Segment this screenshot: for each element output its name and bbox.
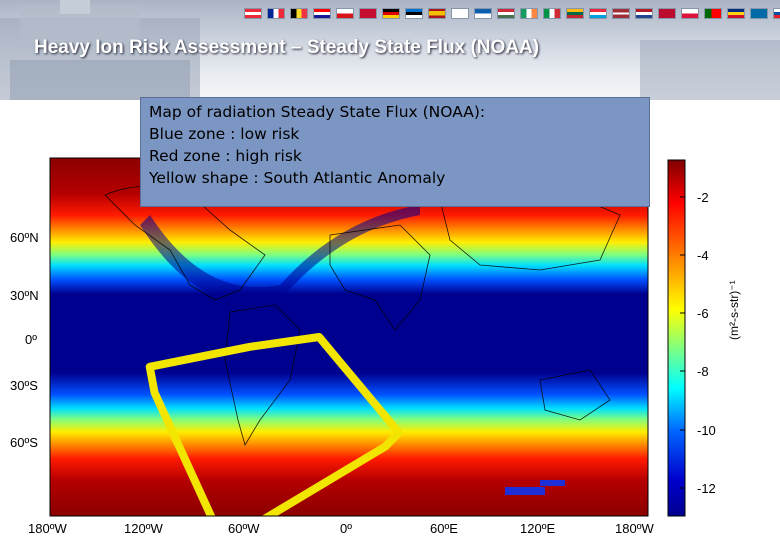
lon-tick-label: 180ºW [615, 521, 654, 536]
lon-tick-label: 180ºW [28, 521, 67, 536]
slide-header: Heavy Ion Risk Assessment – Steady State… [0, 0, 780, 100]
colorbar-tick-label: -8 [697, 364, 709, 379]
flux-patch [505, 487, 545, 495]
colorbar-tick-label: -2 [697, 190, 709, 205]
info-box: Map of radiation Steady State Flux (NOAA… [140, 97, 650, 207]
flux-patch [540, 480, 565, 486]
info-line: Map of radiation Steady State Flux (NOAA… [149, 103, 486, 121]
lon-tick-label: 120ºW [124, 521, 163, 536]
colorbar-tick-label: -4 [697, 248, 709, 263]
info-line: Red zone : high risk [149, 147, 302, 165]
lon-tick-label: 60ºE [430, 521, 458, 536]
colorbar-ticks [680, 196, 685, 489]
lat-tick-label: 30ºN [10, 288, 39, 303]
building-banner [0, 0, 780, 100]
flux-field [50, 158, 648, 516]
info-line: Blue zone : low risk [149, 125, 300, 143]
colorbar-tick-label: -6 [697, 306, 709, 321]
lat-tick-label: 0º [25, 332, 37, 347]
slide-title: Heavy Ion Risk Assessment – Steady State… [34, 37, 540, 58]
lat-tick-label: 60ºN [10, 230, 39, 245]
colorbar [667, 159, 686, 517]
south-atlantic-anomaly-outline [145, 333, 403, 516]
eu-flags-strip [244, 8, 780, 19]
lon-tick-label: 0º [340, 521, 352, 536]
colorbar-tick-label: -12 [697, 481, 716, 496]
info-line: Yellow shape : South Atlantic Anomaly [149, 169, 446, 187]
flux-dip [140, 205, 420, 304]
lon-tick-label: 60ºW [228, 521, 260, 536]
colorbar-units-label: (m²-s-str)⁻¹ [727, 280, 741, 340]
colorbar-tick-label: -10 [697, 423, 716, 438]
lat-tick-label: 60ºS [10, 435, 38, 450]
lat-tick-label: 30ºS [10, 378, 38, 393]
lon-tick-label: 120ºE [520, 521, 555, 536]
